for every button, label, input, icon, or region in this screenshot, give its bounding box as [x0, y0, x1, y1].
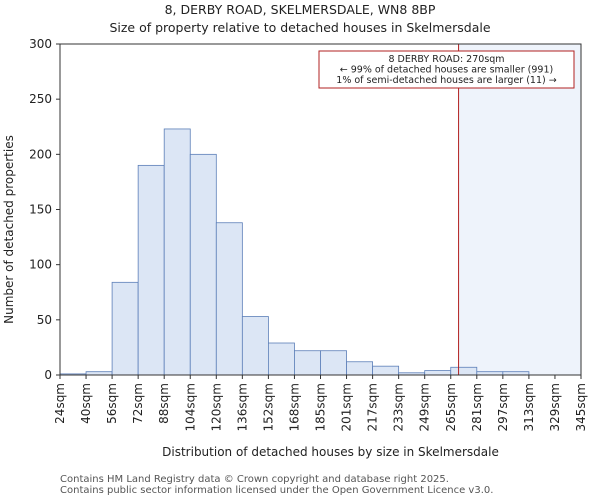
footer-copyright: Contains HM Land Registry data © Crown c…	[60, 474, 449, 485]
x-tick-label-185sqm: 185sqm	[314, 383, 328, 431]
x-tick-label-72sqm: 72sqm	[131, 383, 145, 424]
y-axis-label: Number of detached properties	[2, 135, 16, 324]
bar-249sqm	[424, 370, 452, 376]
x-tick-label-297sqm: 297sqm	[496, 383, 510, 431]
y-tick-label-250: 250	[29, 92, 52, 106]
y-tick-label-200: 200	[29, 147, 52, 161]
x-tick-label-281sqm: 281sqm	[470, 383, 484, 431]
chart-subtitle: Size of property relative to detached ho…	[109, 20, 491, 35]
y-tick-label-50: 50	[37, 313, 52, 327]
y-tick-label-300: 300	[29, 37, 52, 51]
x-tick-label-136sqm: 136sqm	[235, 383, 249, 431]
x-tick-label-120sqm: 120sqm	[209, 383, 223, 431]
bar-168sqm	[294, 350, 321, 376]
x-tick-label-24sqm: 24sqm	[53, 383, 67, 424]
bar-72sqm	[137, 164, 165, 376]
bar-104sqm	[189, 153, 217, 376]
x-tick-label-233sqm: 233sqm	[392, 383, 406, 431]
x-tick-label-168sqm: 168sqm	[287, 383, 301, 431]
footer-licence: Contains public sector information licen…	[60, 485, 494, 496]
x-tick-label-249sqm: 249sqm	[418, 383, 432, 431]
bar-152sqm	[267, 342, 295, 376]
annotation-line-3: 1% of semi-detached houses are larger (1…	[336, 75, 556, 86]
annotation-line-1: 8 DERBY ROAD: 270sqm	[388, 54, 504, 65]
x-tick-label-104sqm: 104sqm	[183, 383, 197, 431]
bar-217sqm	[372, 365, 400, 376]
x-tick-label-265sqm: 265sqm	[444, 383, 458, 431]
x-tick-label-217sqm: 217sqm	[366, 383, 380, 431]
highlight-region	[458, 44, 581, 375]
bar-136sqm	[241, 316, 269, 376]
y-tick-label-150: 150	[29, 203, 52, 217]
annotation-line-2: ← 99% of detached houses are smaller (99…	[340, 65, 553, 76]
x-tick-label-313sqm: 313sqm	[522, 383, 536, 431]
x-tick-label-329sqm: 329sqm	[548, 383, 562, 431]
bar-201sqm	[346, 361, 373, 376]
bar-265sqm	[450, 366, 478, 376]
bar-120sqm	[215, 222, 243, 376]
x-axis-label: Distribution of detached houses by size …	[162, 445, 499, 459]
y-tick-label-0: 0	[44, 368, 52, 382]
y-tick-label-100: 100	[29, 258, 52, 272]
chart-title: 8, DERBY ROAD, SKELMERSDALE, WN8 8BP	[164, 2, 436, 17]
x-tick-label-345sqm: 345sqm	[574, 383, 588, 431]
x-tick-label-40sqm: 40sqm	[79, 383, 93, 424]
annotation-box	[318, 50, 575, 89]
bar-185sqm	[320, 350, 347, 376]
bar-56sqm	[111, 281, 139, 376]
x-tick-label-152sqm: 152sqm	[261, 383, 275, 431]
x-tick-label-88sqm: 88sqm	[157, 383, 171, 424]
bar-88sqm	[163, 128, 191, 376]
x-tick-label-201sqm: 201sqm	[340, 383, 354, 431]
x-tick-label-56sqm: 56sqm	[105, 383, 119, 424]
